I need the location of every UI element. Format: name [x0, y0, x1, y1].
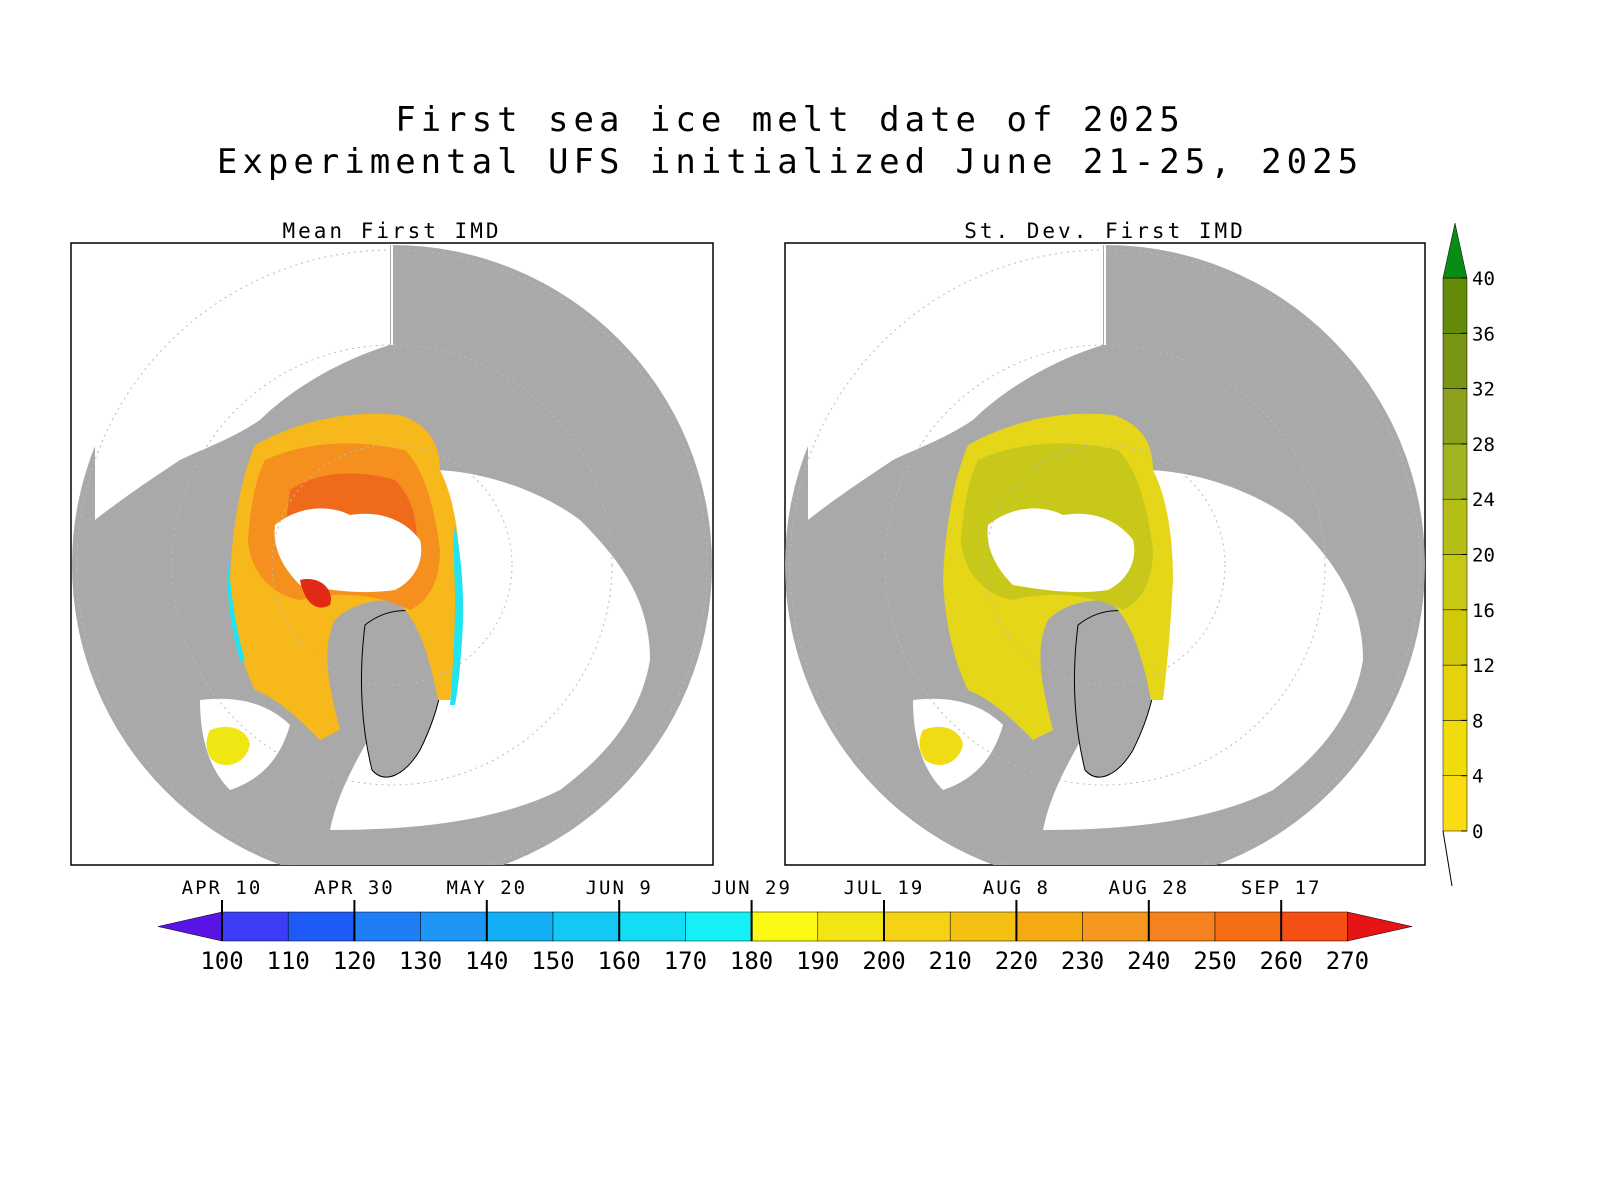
colorbar-bin-110: [287, 911, 355, 942]
colorbar-date-label: JUN 9: [586, 877, 653, 899]
colorbar-value-label: 200: [862, 947, 905, 975]
side-colorbar-label: 8: [1472, 710, 1483, 732]
panel-title-mean: Mean First IMD: [282, 219, 502, 243]
colorbar-value-label: 140: [465, 947, 508, 975]
panel-title-stdev: St. Dev. First IMD: [964, 219, 1246, 243]
colorbar-bin-120: [354, 911, 421, 942]
colorbar-value-label: 120: [333, 947, 376, 975]
colorbar-bin-230: [1082, 911, 1150, 942]
colorbar-under-triangle: [157, 911, 223, 942]
colorbar-date-label: JUL 19: [844, 877, 925, 899]
mean-colorbar: 100 110 120 130 140 150 160 170 180 190 200 210 220 2…: [157, 877, 1413, 975]
colorbar-date-label: JUN 29: [711, 877, 792, 899]
colorbar-value-label: 130: [399, 947, 442, 975]
colorbar-bin-100: [221, 911, 289, 942]
colorbar-bin-190: [817, 911, 885, 942]
colorbar-bin-260: [1280, 911, 1348, 942]
hudson-bay-stdev: [919, 726, 963, 765]
side-colorbar-label: 24: [1472, 489, 1495, 511]
colorbar-bin-130: [420, 911, 488, 942]
colorbar-bin-160: [618, 911, 686, 942]
side-colorbar-over-triangle: [1442, 222, 1468, 279]
side-colorbar-label: 36: [1472, 323, 1495, 345]
side-colorbar-bin-4: [1442, 554, 1468, 611]
colorbar-date-label: AUG 8: [983, 877, 1050, 899]
colorbar-bin-180: [751, 911, 819, 942]
ocean-pacific-mean: [95, 245, 390, 520]
side-colorbar-label: 0: [1472, 821, 1483, 843]
side-colorbar-bin-8: [1442, 333, 1468, 389]
hudson-bay-melt-mean: [206, 726, 250, 765]
side-colorbar-label: 12: [1472, 655, 1495, 677]
map-panel-stdev: [784, 242, 1426, 866]
side-colorbar-bin-0: [1442, 775, 1468, 832]
colorbar-value-label: 250: [1193, 947, 1236, 975]
colorbar-bin-150: [552, 911, 620, 942]
colorbar-bin-200: [883, 911, 951, 942]
colorbar-bin-250: [1214, 911, 1282, 942]
colorbar-value-label: 260: [1260, 947, 1303, 975]
colorbar-value-label: 170: [664, 947, 707, 975]
side-colorbar-bin-3: [1442, 609, 1468, 666]
figure-title-line1: First sea ice melt date of 2025: [395, 100, 1185, 140]
side-colorbar-label: 32: [1472, 379, 1495, 401]
melt-hotspot-mean: [300, 579, 331, 608]
colorbar-bin-170: [685, 911, 752, 942]
figure-title-line2: Experimental UFS initialized June 21-25,…: [216, 142, 1364, 182]
colorbar-value-label: 210: [929, 947, 972, 975]
no-melt-region-stdev: [987, 508, 1135, 593]
colorbar-bin-220: [1016, 911, 1083, 942]
graticule-ring-2-mean: [171, 344, 613, 786]
colorbar-date-label: APR 30: [314, 877, 395, 899]
colorbar-value-label: 270: [1326, 947, 1369, 975]
colorbar-value-label: 100: [200, 947, 243, 975]
colorbar-bin-210: [949, 911, 1017, 942]
side-colorbar-bin-5: [1442, 498, 1468, 555]
side-colorbar-label: 16: [1472, 600, 1495, 622]
stdev-colorbar: 0 4 8 12 16 20 24 28 32 36 40: [1442, 222, 1495, 887]
colorbar-date-label: APR 10: [182, 877, 263, 899]
map-panel-mean: [70, 242, 714, 866]
early-melt-fringe-mean: [450, 525, 464, 705]
side-colorbar-label: 40: [1472, 268, 1495, 290]
colorbar-value-label: 160: [598, 947, 641, 975]
ocean-pacific-stdev: [808, 245, 1103, 520]
colorbar-date-label: AUG 28: [1108, 877, 1189, 899]
side-colorbar-label: 20: [1472, 545, 1495, 567]
graticule-ring-1-mean: [271, 444, 513, 686]
colorbar-value-label: 110: [267, 947, 310, 975]
colorbar-value-label: 190: [796, 947, 839, 975]
side-colorbar-bin-7: [1442, 388, 1468, 445]
colorbar-date-label: SEP 17: [1241, 877, 1322, 899]
colorbar-value-label: 230: [1061, 947, 1104, 975]
colorbar-value-label: 150: [531, 947, 574, 975]
side-colorbar-label: 4: [1472, 766, 1483, 788]
side-colorbar-label: 28: [1472, 434, 1495, 456]
side-colorbar-bin-1: [1442, 720, 1468, 776]
colorbar-bin-140: [486, 911, 554, 942]
graticule-ring-2-stdev: [884, 344, 1326, 786]
colorbar-value-label: 220: [995, 947, 1038, 975]
early-melt-fringe-west-mean: [227, 560, 245, 662]
colorbar-value-label: 180: [730, 947, 773, 975]
colorbar-over-triangle: [1347, 911, 1413, 942]
colorbar-value-label: 240: [1127, 947, 1170, 975]
side-colorbar-bin-9: [1442, 277, 1468, 334]
colorbar-bin-240: [1148, 911, 1216, 942]
colorbar-date-label: MAY 20: [446, 877, 527, 899]
graticule-ring-1-stdev: [984, 444, 1226, 686]
side-colorbar-tail: [1442, 830, 1453, 887]
side-colorbar-bin-2: [1442, 664, 1468, 721]
no-melt-region-mean: [274, 508, 422, 593]
side-colorbar-bin-6: [1442, 443, 1468, 500]
